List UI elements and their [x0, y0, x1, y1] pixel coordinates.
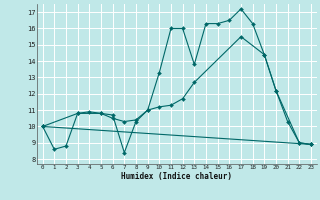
X-axis label: Humidex (Indice chaleur): Humidex (Indice chaleur): [121, 172, 232, 181]
